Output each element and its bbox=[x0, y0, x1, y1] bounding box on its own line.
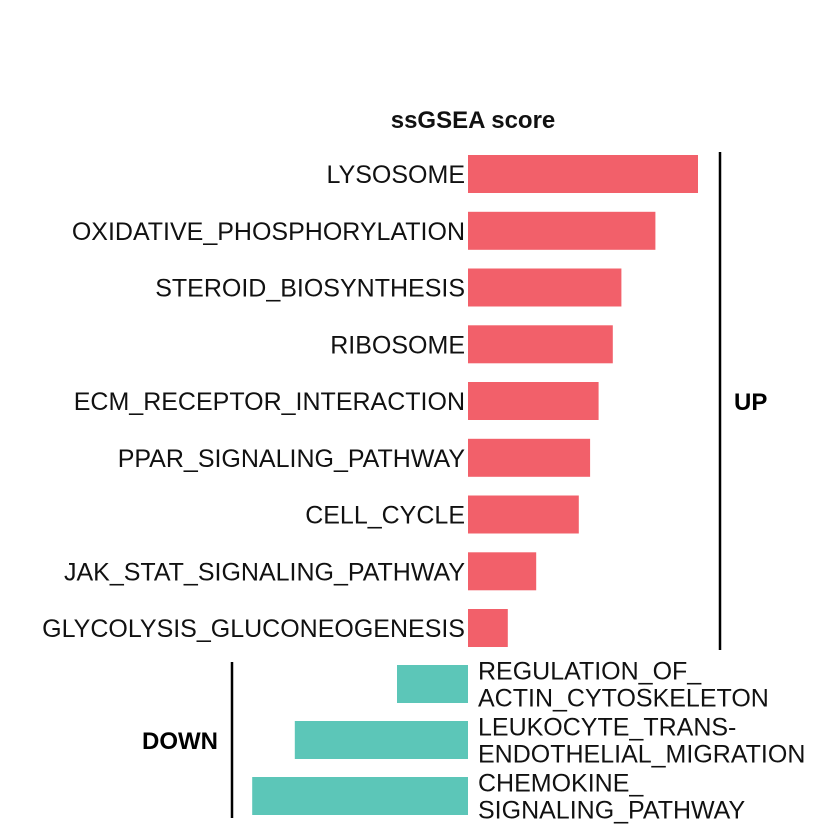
bar-label-5: PPAR_SIGNALING_PATHWAY bbox=[118, 445, 466, 473]
group-label-down: DOWN bbox=[142, 728, 218, 755]
bar-3 bbox=[468, 325, 613, 364]
bar-4 bbox=[468, 382, 599, 420]
bar-label-1: OXIDATIVE_PHOSPHORYLATION bbox=[72, 218, 465, 246]
bar-label-11-line-0: CHEMOKINE_ bbox=[478, 770, 644, 798]
bar-6 bbox=[468, 495, 579, 534]
bar-label-9-line-0: REGULATION_OF_ bbox=[478, 658, 702, 686]
bar-label-4: ECM_RECEPTOR_INTERACTION bbox=[74, 388, 465, 416]
bar-2 bbox=[468, 268, 622, 307]
bars-layer bbox=[252, 155, 698, 815]
bar-9 bbox=[397, 665, 468, 703]
bar-label-11-line-1: SIGNALING_PATHWAY bbox=[478, 797, 746, 825]
bar-0 bbox=[468, 155, 698, 193]
groups-layer: UP DOWN bbox=[142, 152, 767, 818]
bar-7 bbox=[468, 552, 537, 591]
bar-label-3: RIBOSOME bbox=[330, 331, 465, 359]
bar-label-10-line-1: ENDOTHELIAL_MIGRATION bbox=[478, 741, 805, 769]
bar-10 bbox=[294, 721, 468, 759]
bar-label-2: STEROID_BIOSYNTHESIS bbox=[155, 275, 465, 303]
labels-layer: LYSOSOME OXIDATIVE_PHOSPHORYLATION STEROID… bbox=[42, 161, 805, 825]
bar-label-9-line-1: ACTIN_CYTOSKELETON bbox=[478, 685, 769, 713]
bar-label-7: JAK_STAT_SIGNALING_PATHWAY bbox=[64, 558, 465, 586]
bar-1 bbox=[468, 211, 656, 250]
bar-label-10-line-0: LEUKOCYTE_TRANS- bbox=[478, 714, 736, 742]
bar-label-0: LYSOSOME bbox=[327, 161, 465, 189]
bar-label-8: GLYCOLYSIS_GLUCONEOGENESIS bbox=[42, 615, 465, 643]
bar-8 bbox=[468, 609, 508, 647]
bar-11 bbox=[252, 777, 468, 815]
bar-5 bbox=[468, 438, 591, 477]
group-label-up: UP bbox=[734, 389, 767, 416]
bar-label-6: CELL_CYCLE bbox=[305, 502, 465, 530]
chart-title: ssGSEA score bbox=[391, 107, 556, 134]
